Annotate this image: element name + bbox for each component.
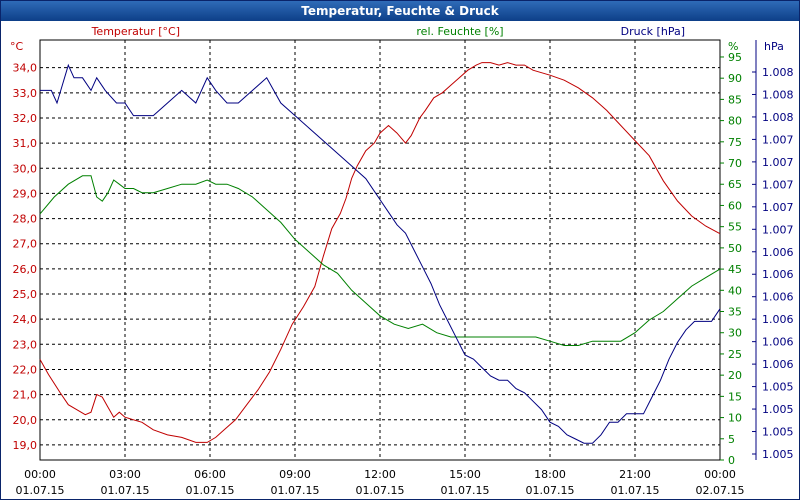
x-tick-date: 01.07.15 bbox=[101, 484, 150, 497]
x-tick-date: 01.07.15 bbox=[441, 484, 490, 497]
humidity-tick-label: 95 bbox=[728, 51, 742, 64]
temperature-axis-label: Temperatur [°C] bbox=[91, 25, 180, 38]
plot-area-border bbox=[39, 39, 721, 461]
pressure-tick-label: 1.006 bbox=[762, 358, 794, 371]
humidity-series-line bbox=[39, 175, 721, 346]
temperature-tick-label: 31,0 bbox=[13, 137, 38, 150]
temperature-tick-label: 29,0 bbox=[13, 187, 38, 200]
pressure-tick-label: 1.006 bbox=[762, 336, 794, 349]
pressure-tick-label: 1.005 bbox=[762, 403, 794, 416]
humidity-tick-label: 60 bbox=[728, 199, 742, 212]
humidity-axis-label: rel. Feuchte [%] bbox=[416, 25, 503, 38]
x-tick-time: 15:00 bbox=[449, 468, 481, 481]
humidity-tick-label: 70 bbox=[728, 157, 742, 170]
humidity-tick-label: 5 bbox=[728, 433, 735, 446]
temperature-tick-label: 24,0 bbox=[13, 313, 38, 326]
pressure-tick-label: 1.005 bbox=[762, 448, 794, 461]
humidity-tick-label: 75 bbox=[728, 136, 742, 149]
pressure-tick-label: 1.005 bbox=[762, 426, 794, 439]
x-tick-time: 03:00 bbox=[109, 468, 141, 481]
x-tick-time: 12:00 bbox=[364, 468, 396, 481]
x-tick-date: 01.07.15 bbox=[356, 484, 405, 497]
temperature-tick-label: 22,0 bbox=[13, 363, 38, 376]
temperature-tick-label: 27,0 bbox=[13, 238, 38, 251]
humidity-tick-label: 25 bbox=[728, 348, 742, 361]
x-tick-date: 01.07.15 bbox=[16, 484, 65, 497]
x-tick-time: 09:00 bbox=[279, 468, 311, 481]
pressure-tick-label: 1.006 bbox=[762, 291, 794, 304]
pressure-series-line bbox=[40, 63, 721, 444]
humidity-tick-label: 65 bbox=[728, 178, 742, 191]
pressure-tick-label: 1.006 bbox=[762, 313, 794, 326]
pressure-tick-label: 1.008 bbox=[762, 66, 794, 79]
pressure-tick-label: 1.008 bbox=[762, 111, 794, 124]
x-tick-time: 06:00 bbox=[194, 468, 226, 481]
temperature-tick-label: 26,0 bbox=[13, 263, 38, 276]
humidity-tick-label: 40 bbox=[728, 284, 742, 297]
temperature-tick-label: 34,0 bbox=[13, 62, 38, 75]
temperature-tick-label: 19,0 bbox=[13, 439, 38, 452]
temperature-tick-label: 30,0 bbox=[13, 162, 38, 175]
temperature-tick-label: 23,0 bbox=[13, 338, 38, 351]
humidity-unit-label: % bbox=[728, 40, 738, 53]
pressure-tick-label: 1.007 bbox=[762, 156, 794, 169]
humidity-tick-label: 0 bbox=[728, 454, 735, 467]
pressure-axis-label: Druck [hPa] bbox=[621, 25, 685, 38]
pressure-tick-label: 1.007 bbox=[762, 178, 794, 191]
temperature-tick-label: 25,0 bbox=[13, 288, 38, 301]
x-tick-date: 01.07.15 bbox=[271, 484, 320, 497]
pressure-unit-label: hPa bbox=[764, 40, 784, 53]
temperature-tick-label: 28,0 bbox=[13, 213, 38, 226]
x-tick-date: 02.07.15 bbox=[696, 484, 745, 497]
pressure-tick-label: 1.007 bbox=[762, 223, 794, 236]
x-tick-time: 21:00 bbox=[619, 468, 651, 481]
temperature-tick-label: 21,0 bbox=[13, 389, 38, 402]
temperature-tick-label: 20,0 bbox=[13, 414, 38, 427]
pressure-tick-label: 1.007 bbox=[762, 201, 794, 214]
x-tick-date: 01.07.15 bbox=[611, 484, 660, 497]
temperature-tick-label: 32,0 bbox=[13, 112, 38, 125]
humidity-tick-label: 80 bbox=[728, 115, 742, 128]
humidity-tick-label: 90 bbox=[728, 72, 742, 85]
x-tick-date: 01.07.15 bbox=[526, 484, 575, 497]
series-lines bbox=[39, 62, 721, 444]
humidity-tick-label: 15 bbox=[728, 390, 742, 403]
humidity-tick-label: 10 bbox=[728, 412, 742, 425]
x-tick-time: 00:00 bbox=[704, 468, 736, 481]
x-tick-time: 18:00 bbox=[534, 468, 566, 481]
humidity-tick-label: 55 bbox=[728, 221, 742, 234]
temperature-unit-label: °C bbox=[10, 40, 24, 53]
x-tick-time: 00:00 bbox=[24, 468, 56, 481]
humidity-tick-label: 85 bbox=[728, 93, 742, 106]
temperature-tick-label: 33,0 bbox=[13, 87, 38, 100]
grid bbox=[40, 40, 720, 460]
humidity-tick-label: 35 bbox=[728, 306, 742, 319]
temperature-series-line bbox=[39, 62, 721, 443]
pressure-tick-label: 1.006 bbox=[762, 246, 794, 259]
humidity-tick-label: 45 bbox=[728, 263, 742, 276]
humidity-tick-label: 30 bbox=[728, 327, 742, 340]
chart-title: Temperatur, Feuchte & Druck bbox=[1, 1, 799, 21]
humidity-tick-label: 50 bbox=[728, 242, 742, 255]
axis-ticks: 00:00 01.07.15 03:00 01.07.15 06:00 01.07.15 0… bbox=[13, 40, 794, 497]
pressure-tick-label: 1.006 bbox=[762, 268, 794, 281]
pressure-tick-label: 1.008 bbox=[762, 88, 794, 101]
humidity-tick-label: 20 bbox=[728, 369, 742, 382]
pressure-tick-label: 1.005 bbox=[762, 381, 794, 394]
pressure-tick-label: 1.007 bbox=[762, 133, 794, 146]
x-tick-date: 01.07.15 bbox=[186, 484, 235, 497]
